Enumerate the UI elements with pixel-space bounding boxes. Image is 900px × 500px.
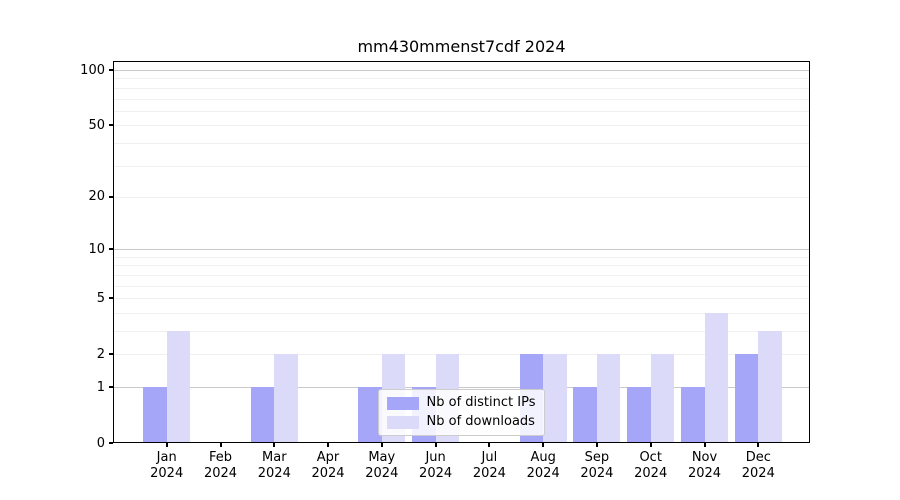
bar-downloads: [543, 354, 567, 443]
major-gridline: [113, 70, 810, 71]
x-axis-tick: [595, 443, 598, 447]
y-axis-tick-label: 10: [88, 241, 105, 257]
legend-item-downloads: Nb of downloads: [386, 414, 536, 430]
y-axis-tick: [109, 195, 113, 198]
bar-distinct-ips: [573, 387, 597, 443]
minor-gridline: [113, 110, 810, 112]
x-axis-tick-year: 2024: [365, 466, 399, 481]
x-axis-tick: [219, 443, 222, 447]
x-axis-tick-year: 2024: [311, 466, 345, 481]
legend: Nb of distinct IPs Nb of downloads: [377, 389, 546, 436]
x-axis-tick-label: Dec 2024: [726, 450, 790, 482]
x-axis-tick-label: Jan 2024: [135, 450, 199, 482]
x-axis-tick-year: 2024: [634, 466, 668, 481]
x-axis-tick-year: 2024: [150, 466, 184, 481]
minor-gridline: [113, 265, 810, 267]
legend-label-distinct-ips: Nb of distinct IPs: [426, 395, 536, 410]
x-axis-tick-label: Jun 2024: [404, 450, 468, 482]
x-axis-tick-year: 2024: [257, 466, 291, 481]
minor-gridline: [113, 354, 810, 356]
x-axis-tick-label: Feb 2024: [189, 450, 253, 482]
y-axis-tick-label: 100: [80, 62, 105, 78]
x-axis-tick: [165, 443, 168, 447]
bar-distinct-ips: [358, 387, 382, 443]
y-axis-tick: [109, 442, 113, 444]
y-axis-tick: [109, 69, 113, 71]
x-axis-tick: [380, 443, 383, 447]
x-axis-tick: [542, 443, 545, 447]
x-axis-tick-label: Oct 2024: [619, 450, 683, 482]
y-axis-tick-label: 2: [96, 346, 105, 362]
minor-gridline: [113, 125, 810, 127]
legend-item-distinct-ips: Nb of distinct IPs: [386, 395, 536, 411]
bar-downloads: [596, 354, 621, 443]
y-axis-tick-label: 5: [96, 290, 105, 306]
major-gridline: [113, 387, 810, 388]
downloads-swatch-icon: [386, 415, 419, 429]
x-axis-tick-label: Jul 2024: [457, 450, 521, 482]
major-gridline: [113, 249, 810, 251]
y-axis-tick-label: 0: [96, 435, 105, 451]
bar-downloads: [758, 331, 782, 443]
x-axis-tick-label: Nov 2024: [673, 450, 737, 482]
bar-downloads: [166, 331, 191, 443]
y-axis-tick: [109, 297, 113, 300]
x-axis-tick: [649, 443, 652, 447]
bar-downloads: [650, 354, 675, 443]
minor-gridline: [113, 165, 810, 167]
bar-distinct-ips: [681, 387, 705, 443]
x-axis-tick-year: 2024: [741, 466, 775, 481]
y-axis-tick: [109, 248, 113, 251]
minor-gridline: [113, 285, 810, 287]
plot-area: Nb of distinct IPs Nb of downloads: [113, 61, 810, 443]
x-axis-tick-year: 2024: [526, 466, 560, 481]
y-axis-tick-label: 20: [88, 189, 105, 205]
bar-distinct-ips: [627, 387, 651, 443]
distinct-ips-swatch-icon: [386, 396, 419, 410]
minor-gridline: [113, 256, 810, 258]
x-axis-tick-label: May 2024: [350, 450, 414, 482]
x-axis-tick-label: Apr 2024: [296, 450, 360, 482]
bar-downloads: [274, 354, 298, 443]
x-axis-tick: [757, 443, 760, 447]
bar-distinct-ips: [250, 387, 275, 443]
x-axis-tick-year: 2024: [203, 466, 238, 481]
minor-gridline: [113, 331, 810, 332]
x-axis-tick-year: 2024: [419, 466, 453, 481]
bar-downloads: [704, 312, 728, 443]
minor-gridline: [113, 312, 810, 314]
x-axis-tick-label: Mar 2024: [242, 450, 306, 482]
bar-distinct-ips: [143, 387, 167, 443]
x-axis-tick-label: Aug 2024: [511, 450, 575, 482]
y-axis-tick: [109, 353, 113, 356]
bar-distinct-ips: [734, 354, 759, 443]
x-axis-tick-year: 2024: [472, 466, 506, 481]
y-axis-tick: [109, 386, 113, 388]
x-axis-tick: [488, 443, 491, 447]
y-axis-tick-label: 1: [96, 379, 105, 395]
x-axis-tick: [434, 443, 437, 447]
y-axis-tick-label: 50: [88, 117, 105, 133]
x-axis-tick: [273, 443, 276, 447]
minor-gridline: [113, 78, 810, 80]
minor-gridline: [113, 196, 810, 198]
legend-label-downloads: Nb of downloads: [426, 414, 535, 429]
chart-title: mm430mmenst7cdf 2024: [357, 37, 566, 56]
minor-gridline: [113, 142, 810, 144]
minor-gridline: [113, 98, 810, 100]
x-axis-tick: [703, 443, 706, 447]
x-axis-tick-year: 2024: [687, 466, 722, 481]
x-axis-tick-label: Sep 2024: [565, 450, 629, 482]
y-axis-tick: [109, 124, 113, 127]
minor-gridline: [113, 87, 810, 89]
minor-gridline: [113, 274, 810, 276]
minor-gridline: [113, 298, 810, 300]
x-axis-tick-year: 2024: [580, 466, 614, 481]
x-axis-tick: [327, 443, 329, 447]
